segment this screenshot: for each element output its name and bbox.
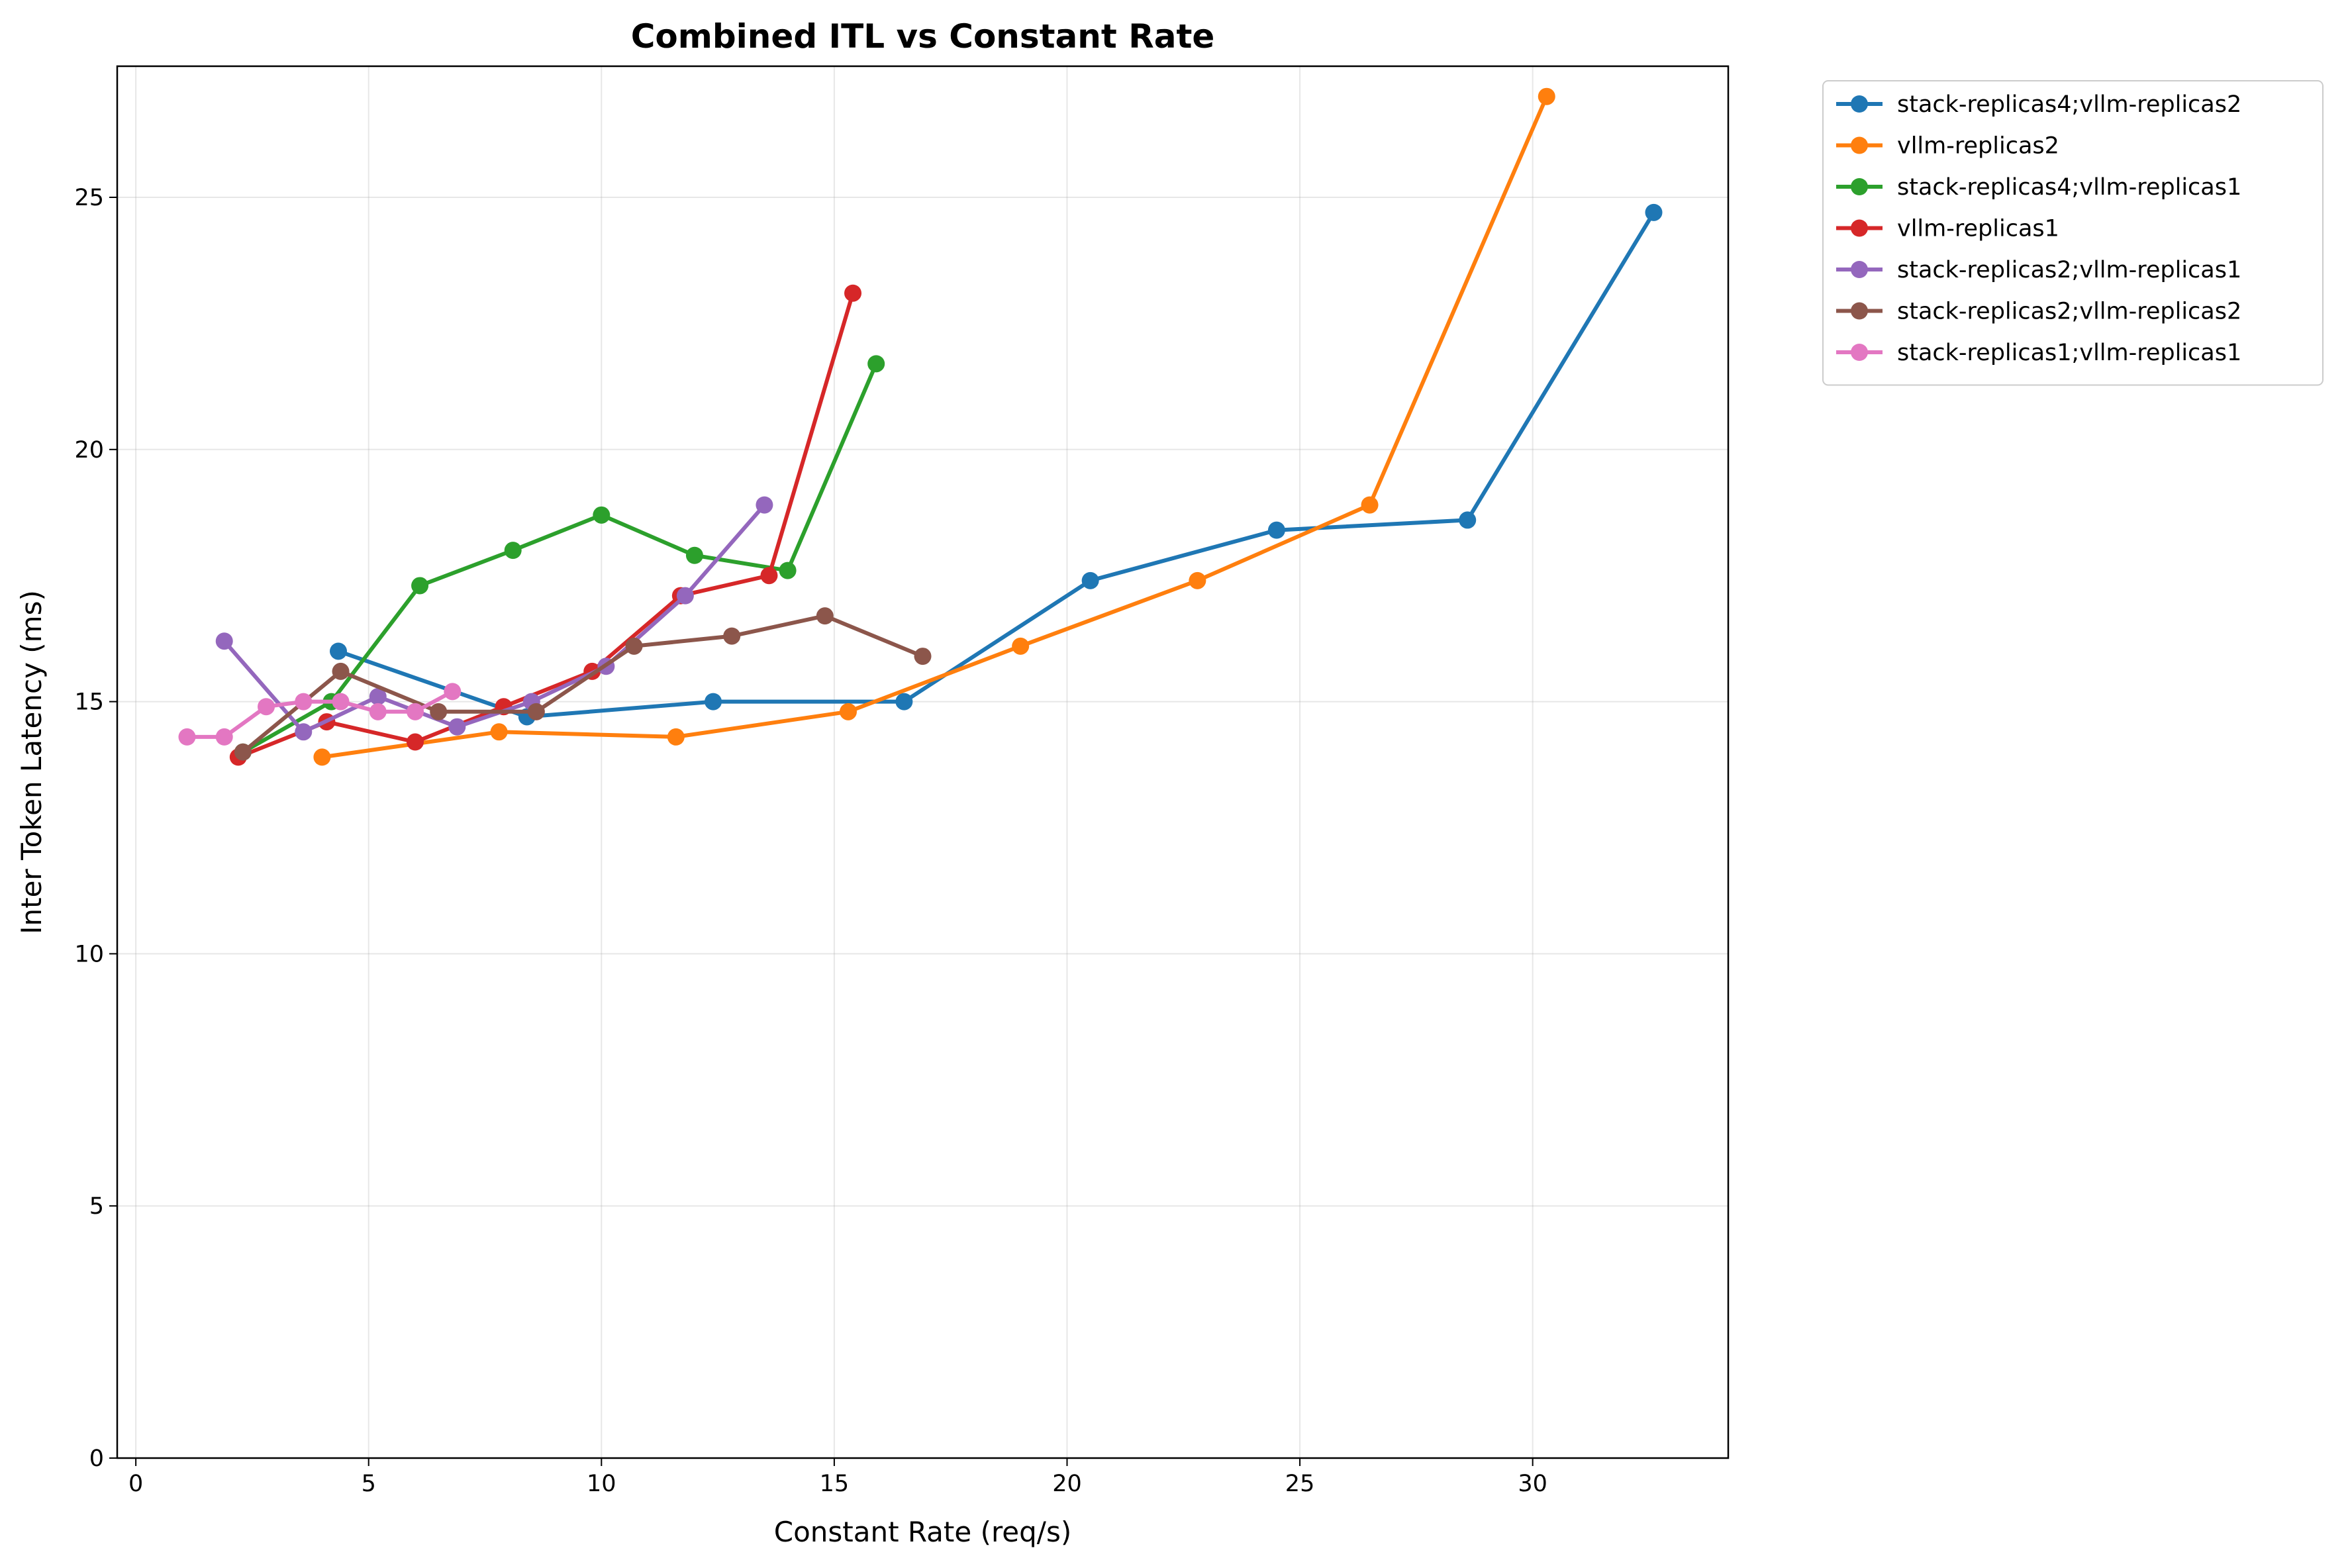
data-point: [313, 748, 331, 766]
legend-label: vllm-replicas1: [1897, 216, 2059, 242]
data-point: [407, 733, 424, 751]
series-5: [234, 607, 932, 761]
data-point: [490, 723, 508, 741]
data-point: [1189, 571, 1206, 589]
legend-swatch-marker: [1851, 219, 1868, 237]
data-point: [448, 718, 466, 736]
data-point: [1361, 496, 1379, 514]
x-axis-label: Constant Rate (req/s): [774, 1516, 1071, 1548]
data-point: [215, 632, 233, 650]
x-tick-label: 25: [1285, 1471, 1315, 1497]
data-point: [760, 567, 778, 585]
series-line: [222, 503, 767, 734]
data-point: [1081, 571, 1099, 589]
legend-label: stack-replicas4;vllm-replicas2: [1897, 91, 2241, 118]
legend-item: vllm-replicas1: [1836, 216, 2059, 242]
data-point: [676, 587, 694, 605]
series-0: [330, 203, 1663, 726]
legend-label: stack-replicas1;vllm-replicas1: [1897, 340, 2241, 366]
legend-item: stack-replicas4;vllm-replicas1: [1836, 174, 2241, 201]
data-point: [295, 693, 313, 710]
data-point: [867, 355, 885, 373]
data-point: [756, 496, 773, 514]
legend-swatch-marker: [1851, 136, 1868, 154]
legend-item: stack-replicas4;vllm-replicas2: [1836, 91, 2241, 118]
data-point: [839, 703, 857, 720]
legend-item: stack-replicas2;vllm-replicas1: [1836, 257, 2241, 283]
series-layer: [178, 87, 1663, 766]
data-point: [411, 577, 429, 595]
plot-frame: [116, 65, 1730, 1459]
x-tick-label: 5: [362, 1471, 376, 1497]
legend-swatch-marker: [1851, 302, 1868, 320]
y-tick-label: 20: [74, 437, 104, 464]
data-point: [895, 693, 913, 710]
legend-swatch-marker: [1851, 344, 1868, 361]
data-point: [332, 662, 350, 680]
legend-item: stack-replicas1;vllm-replicas1: [1836, 340, 2241, 366]
legend-item: vllm-replicas2: [1836, 133, 2059, 160]
x-tick-label: 30: [1518, 1471, 1547, 1497]
data-point: [407, 703, 424, 720]
data-point: [215, 728, 233, 746]
data-point: [330, 642, 348, 660]
legend-box: [1822, 80, 2324, 386]
data-point: [178, 728, 196, 746]
legend-label: stack-replicas2;vllm-replicas1: [1897, 257, 2241, 283]
y-tick-label: 5: [89, 1193, 104, 1220]
x-tick-label: 10: [587, 1471, 616, 1497]
data-point: [295, 723, 313, 741]
data-point: [667, 728, 685, 746]
legend-label: stack-replicas4;vllm-replicas1: [1897, 174, 2241, 201]
legend-swatch-marker: [1851, 178, 1868, 195]
data-point: [527, 703, 545, 720]
data-point: [685, 546, 703, 564]
data-point: [504, 542, 522, 560]
series-line: [236, 291, 855, 760]
ticks: 0 5 10 15 20 25 30 0 5 10 15 20 25: [74, 185, 1547, 1497]
legend-label: vllm-replicas2: [1897, 133, 2059, 160]
data-point: [844, 284, 862, 302]
data-point: [816, 607, 834, 625]
data-point: [1645, 203, 1663, 221]
x-tick-label: 20: [1052, 1471, 1082, 1497]
chart-title: Combined ITL vs Constant Rate: [631, 17, 1215, 56]
data-point: [593, 506, 611, 524]
legend-label: stack-replicas2;vllm-replicas2: [1897, 299, 2241, 325]
data-point: [705, 693, 722, 710]
y-axis-label: Inter Token Latency (ms): [15, 590, 48, 934]
data-point: [1012, 637, 1030, 655]
data-point: [1538, 87, 1555, 105]
data-point: [430, 703, 448, 720]
data-point: [1459, 511, 1477, 529]
y-tick-label: 10: [74, 941, 104, 967]
data-point: [779, 562, 797, 579]
legend-swatch-marker: [1851, 261, 1868, 278]
data-point: [369, 687, 387, 705]
series-line: [336, 210, 1656, 719]
data-point: [723, 627, 741, 645]
data-point: [914, 648, 932, 665]
data-point: [258, 698, 275, 716]
data-point: [332, 693, 350, 710]
data-point: [369, 703, 387, 720]
y-tick-label: 0: [89, 1446, 104, 1472]
data-point: [234, 743, 252, 761]
data-point: [625, 637, 643, 655]
data-point: [1267, 521, 1285, 539]
series-line: [240, 614, 925, 754]
legend-item: stack-replicas2;vllm-replicas2: [1836, 299, 2241, 325]
y-tick-label: 15: [74, 689, 104, 716]
series-6: [178, 683, 462, 746]
x-tick-label: 15: [820, 1471, 850, 1497]
data-point: [444, 683, 462, 701]
y-tick-label: 25: [74, 185, 104, 211]
legend-swatch-marker: [1851, 95, 1868, 113]
x-tick-label: 0: [128, 1471, 143, 1497]
series-line: [320, 94, 1549, 760]
legend: stack-replicas4;vllm-replicas2 vllm-repli…: [1822, 80, 2324, 386]
series-1: [313, 87, 1555, 766]
